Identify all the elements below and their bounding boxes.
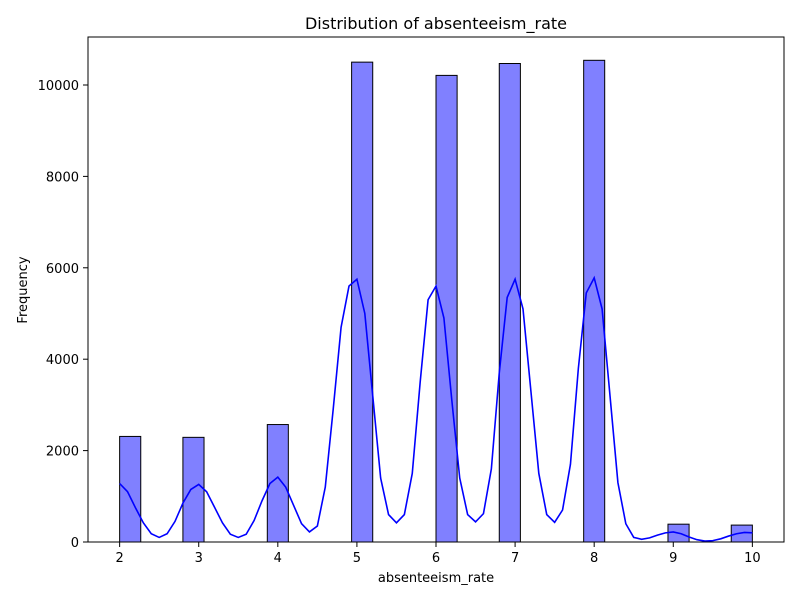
x-tick-label: 3 bbox=[195, 551, 203, 566]
x-tick-label: 2 bbox=[115, 551, 123, 566]
histogram-bar bbox=[583, 59, 606, 543]
histogram-bar bbox=[119, 435, 142, 543]
kde-curve bbox=[119, 275, 753, 542]
histogram-bar bbox=[498, 63, 521, 543]
y-tick-label: 6000 bbox=[46, 262, 79, 277]
y-tick-label: 8000 bbox=[46, 170, 79, 185]
histogram-bar bbox=[435, 74, 458, 543]
y-tick-label: 2000 bbox=[46, 445, 79, 460]
y-axis-ticks: 0 2000 4000 6000 8000 10000 bbox=[38, 79, 88, 551]
x-tick-label: 7 bbox=[511, 551, 519, 566]
x-axis-label: absenteeism_rate bbox=[378, 571, 494, 586]
x-tick-label: 6 bbox=[432, 551, 440, 566]
histogram-bar bbox=[182, 436, 205, 543]
x-tick-label: 10 bbox=[744, 551, 761, 566]
x-tick-label: 5 bbox=[353, 551, 361, 566]
y-tick-label: 10000 bbox=[38, 79, 79, 94]
plot-frame bbox=[87, 36, 785, 543]
x-tick-label: 8 bbox=[590, 551, 598, 566]
x-axis-ticks: 2 3 4 5 6 7 8 9 10 bbox=[115, 542, 761, 566]
x-tick-label: 4 bbox=[274, 551, 282, 566]
y-tick-label: 0 bbox=[71, 536, 79, 551]
histogram-bars bbox=[119, 59, 753, 543]
y-tick-label: 4000 bbox=[46, 353, 79, 368]
y-axis-label: Frequency bbox=[16, 256, 31, 323]
x-tick-label: 9 bbox=[669, 551, 677, 566]
chart-title: Distribution of absenteeism_rate bbox=[305, 14, 567, 34]
